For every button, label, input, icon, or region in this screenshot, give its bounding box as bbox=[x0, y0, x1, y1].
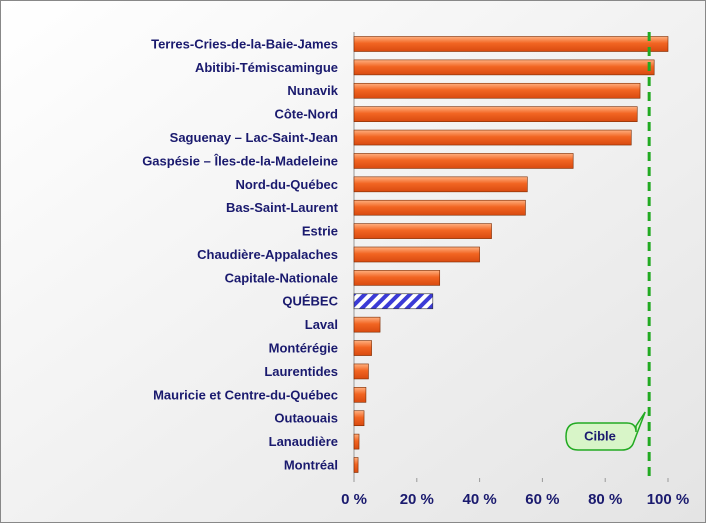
y-tick-label: Outaouais bbox=[274, 411, 338, 426]
y-tick-label: Laurentides bbox=[264, 364, 338, 379]
y-tick-label: Laval bbox=[305, 317, 338, 332]
y-tick-label: Estrie bbox=[302, 224, 338, 239]
bar bbox=[353, 410, 365, 427]
x-tick-label: 0 % bbox=[341, 491, 367, 508]
bar bbox=[353, 340, 372, 356]
x-tick-label: 80 % bbox=[588, 491, 622, 508]
y-tick-label: Terres-Cries-de-la-Baie-James bbox=[151, 36, 338, 51]
y-tick-label: Bas-Saint-Laurent bbox=[226, 200, 339, 215]
y-tick-label: Abitibi-Témiscamingue bbox=[195, 60, 338, 75]
y-tick-label: Nord-du-Québec bbox=[235, 177, 338, 192]
bar bbox=[353, 457, 359, 473]
bar bbox=[353, 153, 574, 169]
y-tick-label: Chaudière-Appalaches bbox=[197, 247, 338, 262]
callout-label: Cible bbox=[584, 428, 616, 443]
bar bbox=[353, 106, 638, 122]
bar bbox=[353, 246, 480, 263]
y-tick-label: Montréal bbox=[284, 457, 338, 472]
y-tick-label: Montérégie bbox=[269, 340, 338, 355]
y-tick-label: Mauricie et Centre-du-Québec bbox=[153, 387, 338, 402]
x-tick-label: 40 % bbox=[462, 491, 496, 508]
bar bbox=[353, 36, 669, 52]
bar bbox=[353, 176, 528, 193]
bar bbox=[353, 316, 381, 333]
y-tick-label: Capitale-Nationale bbox=[225, 270, 338, 285]
bar bbox=[353, 387, 367, 403]
y-tick-label: Saguenay – Lac-Saint-Jean bbox=[170, 130, 338, 145]
y-tick-label: QUÉBEC bbox=[282, 294, 338, 309]
x-tick-label: 60 % bbox=[525, 491, 559, 508]
bar bbox=[353, 433, 360, 450]
bar bbox=[353, 293, 434, 310]
callout bbox=[565, 411, 646, 451]
bar bbox=[353, 270, 441, 286]
y-tick-label: Lanaudière bbox=[269, 434, 338, 449]
bar bbox=[353, 82, 641, 99]
y-tick-label: Gaspésie – Îles-de-la-Madeleine bbox=[142, 153, 338, 168]
y-tick-label: Côte-Nord bbox=[274, 107, 338, 122]
bar bbox=[353, 129, 632, 146]
bar bbox=[353, 59, 655, 76]
bar bbox=[353, 223, 492, 239]
x-tick-label: 20 % bbox=[400, 491, 434, 508]
x-tick-label: 100 % bbox=[647, 491, 690, 508]
bar bbox=[353, 199, 526, 216]
y-tick-label: Nunavik bbox=[287, 83, 338, 98]
bar bbox=[353, 363, 369, 380]
